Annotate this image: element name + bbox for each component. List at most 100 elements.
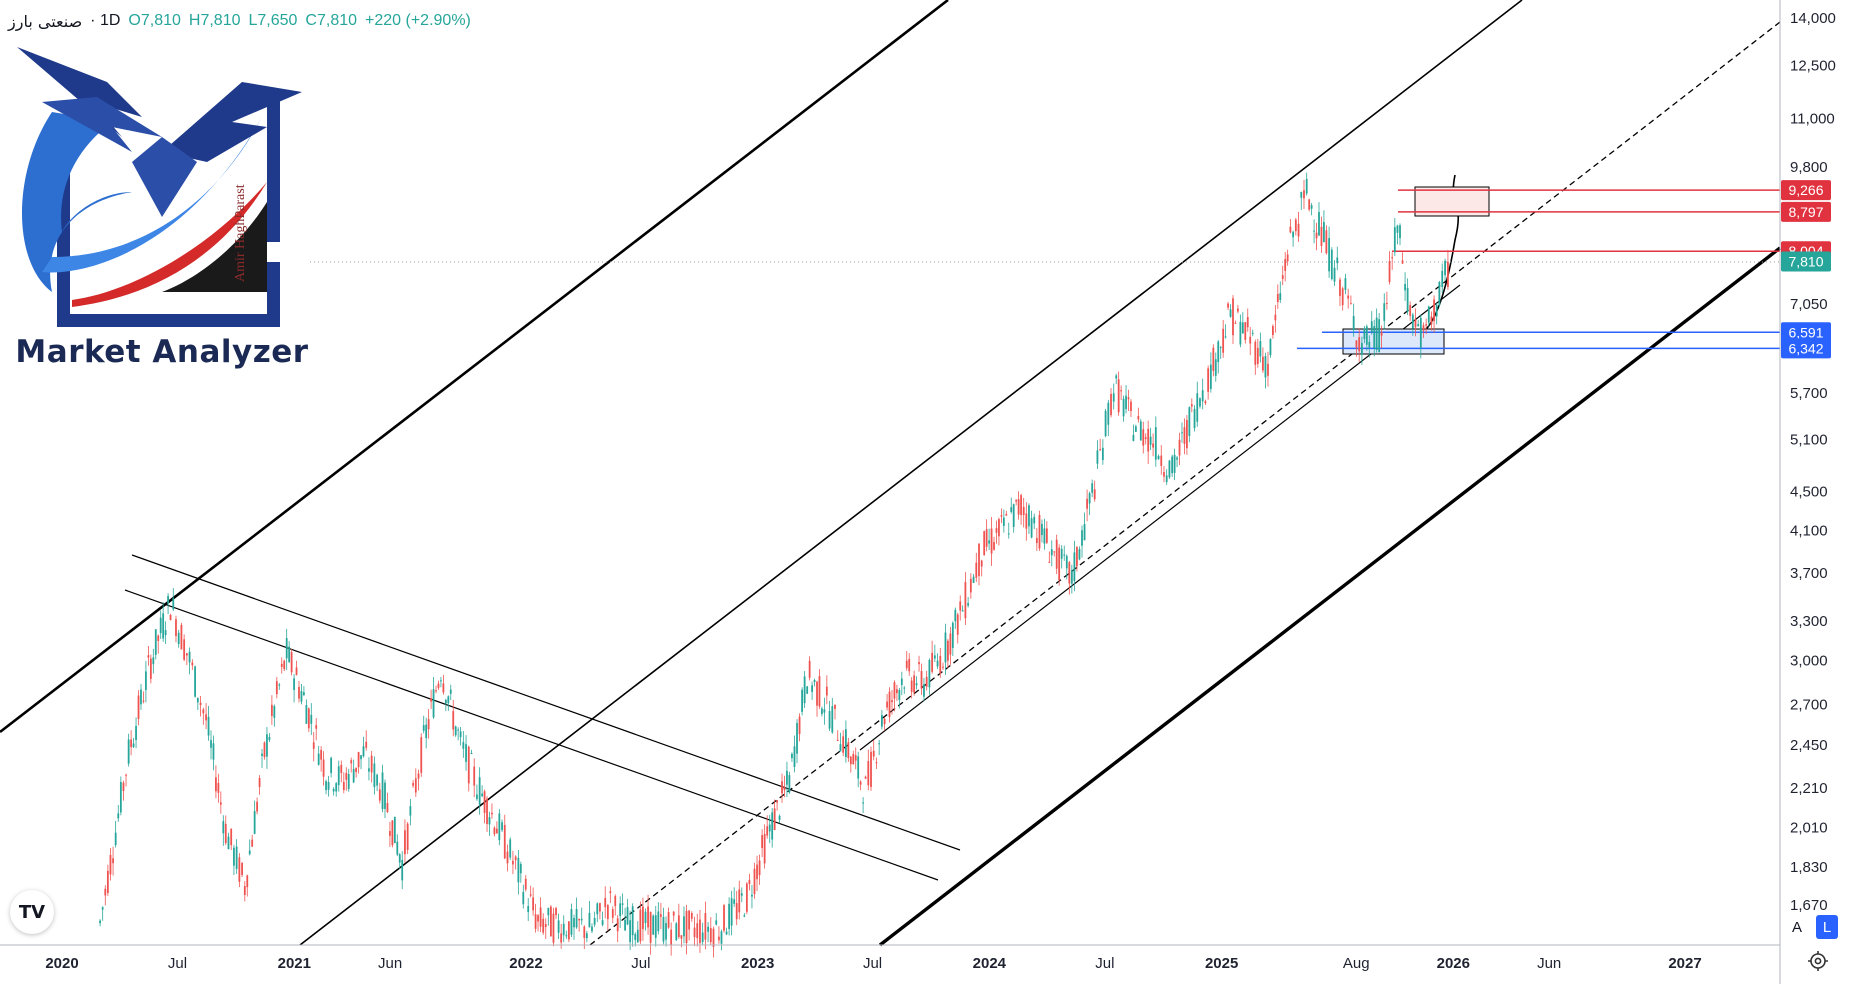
- tradingview-logo-icon[interactable]: TV: [10, 890, 54, 934]
- candle-body: [1025, 513, 1028, 529]
- resistance-price-tag-label: 9,266: [1788, 182, 1823, 198]
- candle-body: [1396, 225, 1399, 233]
- price-axis[interactable]: 14,00012,50011,0009,8008,8007,0505,7005,…: [1779, 0, 1836, 984]
- candle-body: [1313, 230, 1315, 232]
- candle-body: [1262, 356, 1264, 371]
- candle-body: [1347, 295, 1350, 299]
- candle-body: [1375, 317, 1378, 350]
- price-tick-label: 5,700: [1790, 385, 1828, 402]
- candle-body: [137, 695, 140, 719]
- candle-body: [1048, 561, 1051, 563]
- candle-body: [442, 683, 445, 693]
- candle-body: [522, 891, 525, 905]
- candle-body: [1234, 322, 1237, 324]
- candle-body: [1276, 294, 1279, 303]
- candle-body: [1088, 493, 1091, 504]
- candle-body: [467, 746, 470, 784]
- price-tick-label: 2,700: [1790, 697, 1828, 714]
- candle-body: [219, 802, 222, 805]
- candle-body: [844, 729, 847, 757]
- candle-body: [995, 528, 998, 533]
- candle-body: [644, 911, 647, 924]
- candle-body: [1430, 316, 1433, 325]
- price-tick-label: 5,100: [1790, 431, 1828, 448]
- candle-body: [1045, 528, 1048, 543]
- candle-body: [1144, 437, 1147, 439]
- candle-body: [870, 751, 872, 787]
- log-scale-button[interactable]: L: [1816, 915, 1838, 939]
- candle-body: [285, 638, 288, 659]
- candle-body: [798, 716, 801, 735]
- candle-body: [293, 678, 295, 691]
- candle-body: [821, 708, 823, 715]
- candle-body: [931, 652, 934, 672]
- symbol-name[interactable]: صنعتی بارز: [8, 11, 83, 31]
- candle-body: [591, 926, 593, 932]
- candle-body: [230, 828, 233, 846]
- chart-settings-gear-icon[interactable]: [1807, 950, 1829, 972]
- support-price-tag-label: 6,342: [1788, 340, 1823, 356]
- candle-body: [1323, 222, 1325, 243]
- candle-body: [152, 657, 155, 665]
- candle-body: [735, 903, 738, 920]
- candle-body: [552, 913, 555, 943]
- candle-body: [910, 680, 913, 692]
- candle-body: [378, 789, 381, 801]
- time-axis[interactable]: 2020 Jul 2021 Jun 2022 Jul 2023 Jul 2024 Jul 2025 A…: [0, 944, 1780, 972]
- candle-body: [1279, 293, 1282, 300]
- candle-body: [811, 685, 813, 692]
- trendline: [299, 0, 1523, 946]
- interval-value[interactable]: 1D: [99, 12, 121, 29]
- candle-body: [1012, 504, 1015, 527]
- candle-body: [893, 682, 896, 699]
- candle-body: [322, 759, 325, 777]
- candle-body: [575, 908, 578, 928]
- candle-body: [766, 826, 769, 836]
- candle-body: [106, 870, 109, 893]
- candle-body: [1222, 328, 1225, 353]
- candle-body: [384, 782, 386, 809]
- candle-body: [896, 689, 898, 694]
- candle-body: [677, 915, 680, 937]
- candle-body: [389, 831, 391, 836]
- candle-body: [768, 824, 771, 832]
- candle-body: [1328, 238, 1330, 272]
- candle-body: [944, 632, 947, 663]
- candle-body: [470, 752, 473, 754]
- auto-scale-button[interactable]: A: [1791, 918, 1802, 936]
- candle-body: [142, 700, 145, 702]
- candle-body: [593, 918, 596, 925]
- candle-body: [1300, 191, 1303, 198]
- candle-body: [270, 704, 273, 716]
- candle-body: [398, 854, 401, 863]
- candle-body: [624, 919, 626, 931]
- candle-body: [654, 915, 657, 938]
- candle-body: [616, 918, 619, 932]
- candle-body: [588, 912, 591, 928]
- candle-body: [857, 756, 860, 779]
- candle-body: [672, 911, 675, 916]
- candle-body: [350, 760, 353, 764]
- candle-body: [177, 632, 180, 645]
- candle-body: [936, 660, 939, 667]
- candle-body: [699, 919, 701, 944]
- candle-body: [248, 850, 251, 855]
- candle-body: [1406, 287, 1409, 312]
- candle-body: [816, 681, 818, 706]
- candle-body: [659, 914, 662, 917]
- candle-body: [1370, 321, 1373, 333]
- candle-body: [251, 839, 254, 847]
- candle-body: [1050, 549, 1053, 556]
- candle-body: [529, 894, 532, 896]
- candle-body: [183, 639, 186, 660]
- candle-body: [1259, 341, 1262, 357]
- candle-body: [1256, 347, 1259, 364]
- candle-body: [1139, 421, 1142, 441]
- candle-body: [501, 822, 503, 831]
- time-tick-label: Jul: [863, 955, 882, 972]
- candle-body: [1204, 401, 1207, 404]
- candle-body: [340, 764, 343, 773]
- candle-body: [506, 851, 509, 864]
- candle-body: [317, 753, 320, 765]
